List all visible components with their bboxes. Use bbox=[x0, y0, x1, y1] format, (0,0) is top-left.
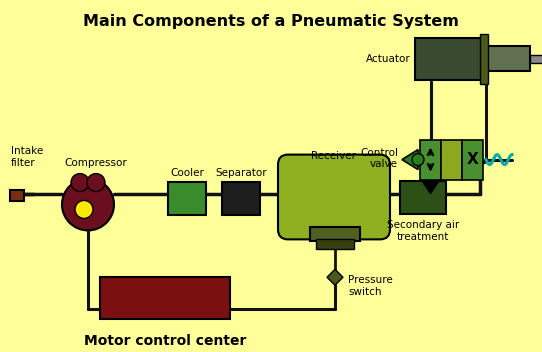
Polygon shape bbox=[327, 269, 343, 285]
FancyBboxPatch shape bbox=[415, 38, 484, 80]
Text: X: X bbox=[467, 152, 479, 167]
FancyBboxPatch shape bbox=[316, 239, 354, 249]
FancyBboxPatch shape bbox=[462, 140, 483, 180]
Text: Main Components of a Pneumatic System: Main Components of a Pneumatic System bbox=[83, 14, 459, 29]
Text: Receiver: Receiver bbox=[312, 151, 357, 161]
Text: Motor control center: Motor control center bbox=[84, 334, 246, 348]
Polygon shape bbox=[423, 182, 438, 194]
FancyBboxPatch shape bbox=[278, 155, 390, 239]
Text: Cooler: Cooler bbox=[170, 168, 204, 177]
FancyBboxPatch shape bbox=[168, 182, 206, 215]
Polygon shape bbox=[402, 150, 418, 170]
FancyBboxPatch shape bbox=[530, 55, 542, 63]
Circle shape bbox=[87, 174, 105, 191]
Text: Intake
filter: Intake filter bbox=[11, 146, 43, 168]
Circle shape bbox=[412, 153, 424, 165]
Circle shape bbox=[75, 201, 93, 219]
FancyBboxPatch shape bbox=[441, 140, 462, 180]
Text: Secondary air
treatment: Secondary air treatment bbox=[387, 220, 459, 242]
Text: Actuator: Actuator bbox=[366, 54, 411, 64]
FancyBboxPatch shape bbox=[480, 34, 488, 84]
Text: Control
valve: Control valve bbox=[360, 147, 398, 169]
FancyBboxPatch shape bbox=[420, 140, 441, 180]
Circle shape bbox=[71, 174, 89, 191]
Text: Separator: Separator bbox=[215, 168, 267, 177]
FancyBboxPatch shape bbox=[10, 189, 24, 201]
FancyBboxPatch shape bbox=[222, 182, 260, 215]
FancyBboxPatch shape bbox=[400, 181, 446, 214]
FancyBboxPatch shape bbox=[484, 46, 530, 71]
Text: Pressure
switch: Pressure switch bbox=[348, 275, 393, 297]
FancyBboxPatch shape bbox=[310, 227, 360, 241]
Circle shape bbox=[62, 178, 114, 231]
Text: Compressor: Compressor bbox=[64, 158, 127, 168]
FancyBboxPatch shape bbox=[100, 277, 230, 319]
